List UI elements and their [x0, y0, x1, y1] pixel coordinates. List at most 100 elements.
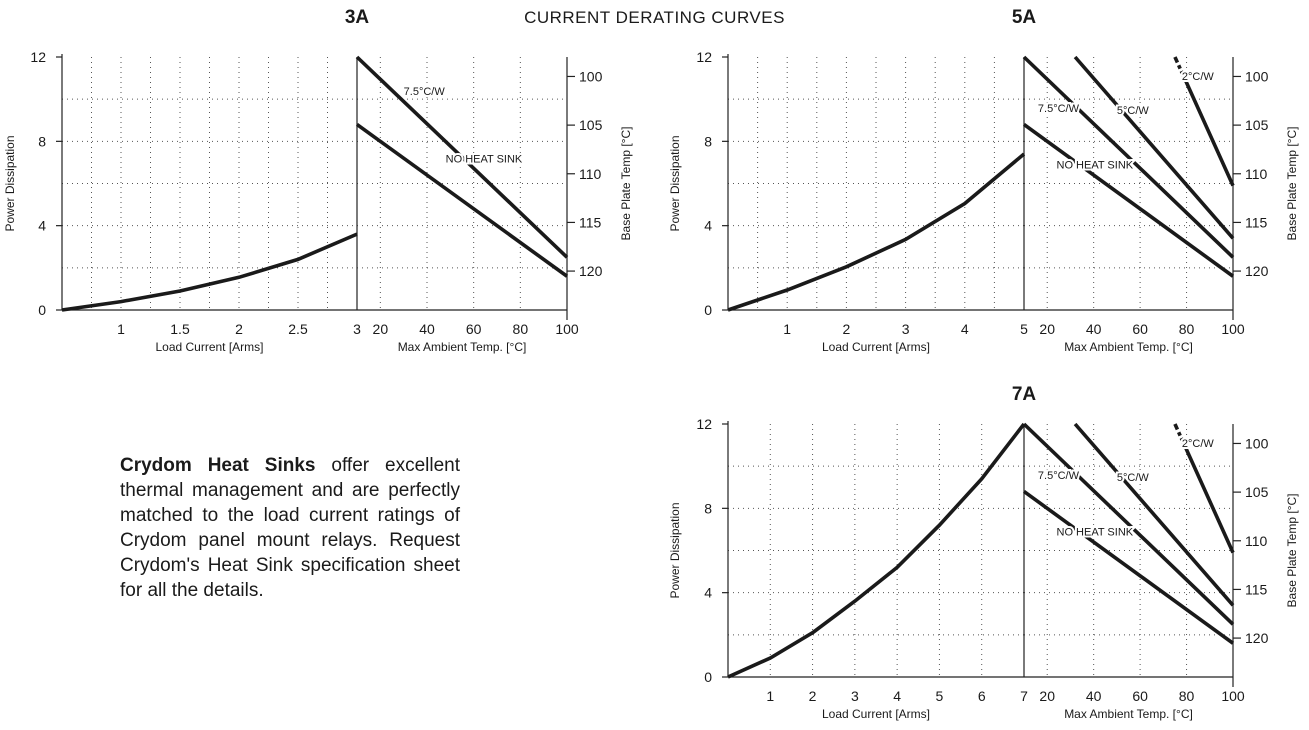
x-tick-label: 60 — [1132, 321, 1148, 337]
x-tick-label: 60 — [1132, 688, 1148, 704]
curve-label: NO HEAT SINK — [446, 153, 523, 165]
x-tick-label: 80 — [513, 321, 529, 337]
x-tick-label: 2 — [809, 688, 817, 704]
x-tick-label: 2 — [235, 321, 243, 337]
derating-line — [1179, 70, 1235, 187]
derating-line — [1179, 437, 1235, 554]
curve-label: 7.5°C/W — [1038, 103, 1080, 115]
y2-tick-label: 120 — [579, 263, 603, 279]
x-tick-label: 20 — [373, 321, 389, 337]
derating-line — [1022, 490, 1235, 645]
derating-chart-7a: 7A 0 4 8 12 1 2 3 4 5 6 7 20 40 60 80 100 100 105 110 115 120… — [665, 375, 1309, 725]
y-tick-label: 12 — [696, 49, 712, 65]
y-tick-label: 4 — [704, 585, 712, 601]
chart-title: 7A — [1012, 384, 1037, 405]
derating-line-lead — [1173, 56, 1182, 70]
chart-title: 5A — [1012, 7, 1037, 28]
y2-tick-label: 100 — [1245, 435, 1269, 451]
x-tick-label: 40 — [1086, 321, 1102, 337]
y2-tick-label: 105 — [1245, 484, 1269, 500]
x-axis-label: Load Current [Arms] — [822, 340, 930, 354]
y2-tick-label: 100 — [579, 68, 603, 84]
x-tick-label: 80 — [1179, 688, 1195, 704]
x-tick-label: 1 — [117, 321, 125, 337]
x-tick-label: 1.5 — [170, 321, 190, 337]
y2-tick-label: 110 — [579, 166, 602, 182]
y2-tick-label: 115 — [579, 214, 602, 230]
dissipation-curve — [61, 232, 358, 312]
y-tick-label: 4 — [38, 218, 46, 234]
heat-sink-description: Crydom Heat Sinks offer excellent therma… — [120, 453, 460, 603]
y2-tick-label: 105 — [579, 117, 603, 133]
x-axis-label: Max Ambient Temp. [°C] — [398, 340, 527, 354]
derating-line — [1073, 55, 1235, 240]
y2-tick-label: 120 — [1245, 263, 1269, 279]
x-tick-label: 40 — [1086, 688, 1102, 704]
derating-line — [1022, 422, 1235, 626]
heat-sink-text: offer excellent thermal management and a… — [120, 455, 460, 601]
x-tick-label: 3 — [353, 321, 361, 337]
x-tick-label: 40 — [419, 321, 435, 337]
y-axis-label: Power Dissipation — [668, 135, 682, 231]
y-tick-label: 8 — [704, 500, 712, 516]
derating-chart-3a: 3A 0 4 8 12 1 1.5 2 2.5 3 20 40 60 80 100 100 105 110 115 1… — [0, 0, 650, 370]
y-tick-label: 4 — [704, 218, 712, 234]
y-tick-label: 12 — [30, 49, 46, 65]
y-tick-label: 12 — [696, 416, 712, 432]
curve-label: NO HEAT SINK — [1057, 160, 1134, 172]
x-tick-label: 6 — [978, 688, 986, 704]
y-tick-label: 0 — [38, 302, 46, 318]
x-tick-label: 4 — [893, 688, 901, 704]
curve-label: 7.5°C/W — [404, 86, 446, 98]
x-tick-label: 20 — [1039, 688, 1055, 704]
x-tick-label: 100 — [555, 321, 579, 337]
curve-label: 7.5°C/W — [1038, 470, 1080, 482]
y2-axis-label: Base Plate Temp [°C] — [1285, 494, 1299, 608]
y2-tick-label: 110 — [1245, 533, 1268, 549]
chart-title: 3A — [345, 7, 370, 28]
y2-tick-label: 105 — [1245, 117, 1269, 133]
y-tick-label: 8 — [704, 133, 712, 149]
x-tick-label: 80 — [1179, 321, 1195, 337]
x-axis-label: Load Current [Arms] — [155, 340, 263, 354]
x-tick-label: 60 — [466, 321, 482, 337]
curve-label: NO HEAT SINK — [1057, 527, 1134, 539]
derating-line — [1022, 123, 1235, 278]
chart-svg-3a: 3A 0 4 8 12 1 1.5 2 2.5 3 20 40 60 80 100 100 105 110 115 1… — [3, 7, 633, 354]
y2-tick-label: 110 — [1245, 166, 1268, 182]
dissipation-curve — [727, 152, 1026, 312]
derating-line — [355, 123, 569, 278]
x-tick-label: 5 — [1020, 321, 1028, 337]
y2-axis-label: Base Plate Temp [°C] — [1285, 127, 1299, 241]
derating-line-lead — [1173, 423, 1182, 437]
dissipation-curve — [727, 422, 1026, 679]
x-tick-label: 20 — [1039, 321, 1055, 337]
x-tick-label: 100 — [1221, 321, 1245, 337]
y-tick-label: 8 — [38, 133, 46, 149]
y-axis-label: Power Dissipation — [668, 502, 682, 598]
curve-label: 2°C/W — [1182, 71, 1215, 83]
curve-label: 2°C/W — [1182, 438, 1215, 450]
y-tick-label: 0 — [704, 669, 712, 685]
derating-line — [1073, 422, 1235, 607]
y2-tick-label: 115 — [1245, 581, 1268, 597]
x-axis-label: Load Current [Arms] — [822, 707, 930, 721]
y2-tick-label: 115 — [1245, 214, 1268, 230]
derating-line — [1022, 55, 1235, 259]
y2-tick-label: 120 — [1245, 630, 1269, 646]
y2-axis-label: Base Plate Temp [°C] — [619, 127, 633, 241]
x-axis-label: Max Ambient Temp. [°C] — [1064, 707, 1193, 721]
x-tick-label: 2.5 — [288, 321, 308, 337]
x-tick-label: 4 — [961, 321, 969, 337]
y-axis-label: Power Dissipation — [3, 135, 17, 231]
x-tick-label: 100 — [1221, 688, 1245, 704]
curve-label: 5°C/W — [1117, 105, 1150, 117]
y2-tick-label: 100 — [1245, 68, 1269, 84]
derating-chart-5a: 5A 0 4 8 12 1 2 3 4 5 20 40 60 80 100 100 105 110 115 120 Lo… — [665, 0, 1309, 370]
x-tick-label: 3 — [851, 688, 859, 704]
derating-line — [355, 55, 569, 259]
x-axis-label: Max Ambient Temp. [°C] — [1064, 340, 1193, 354]
curve-label: 5°C/W — [1117, 472, 1150, 484]
